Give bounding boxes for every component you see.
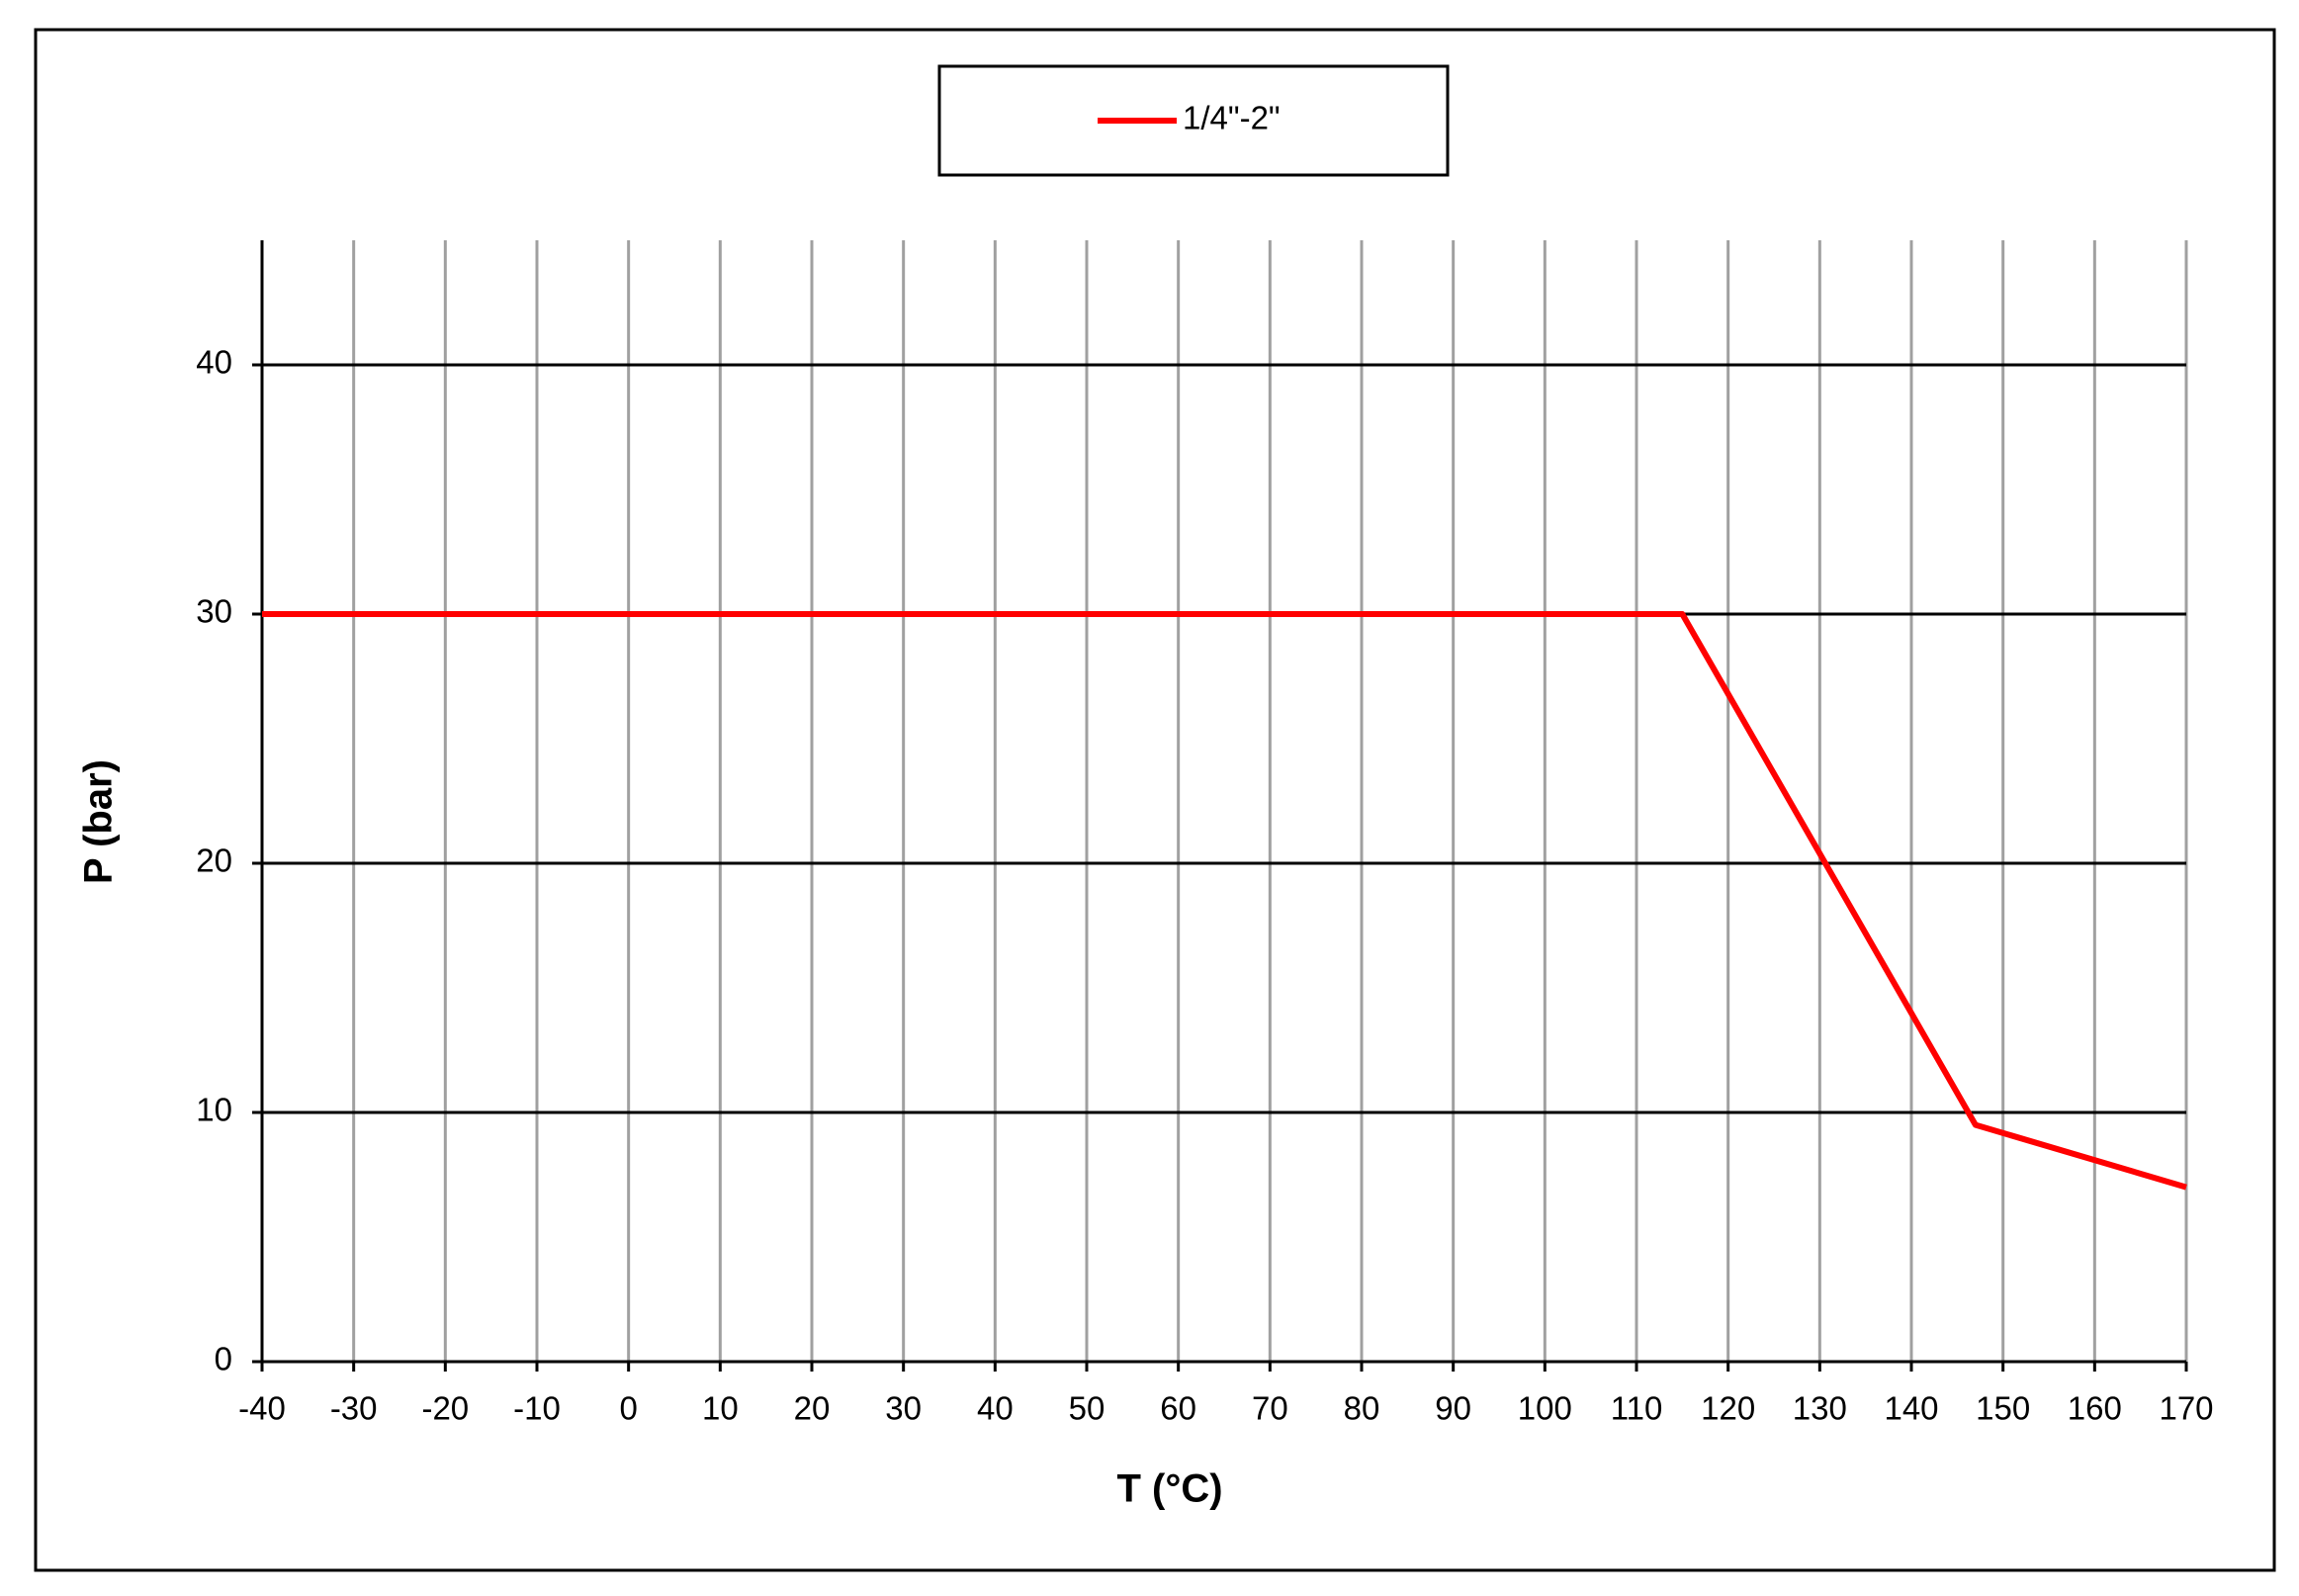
x-tick-label: 100: [1518, 1390, 1572, 1427]
data-line: [262, 611, 2187, 1191]
x-tick-label: -30: [330, 1390, 378, 1427]
y-tick-label: 20: [196, 842, 232, 879]
y-tick-label: 0: [215, 1341, 232, 1377]
x-tick-label: 80: [1344, 1390, 1380, 1427]
x-tick-label: 120: [1701, 1390, 1755, 1427]
legend-label: 1/4"-2": [1183, 100, 1281, 136]
x-tick-label: 0: [619, 1390, 637, 1427]
x-tick-label: 170: [2159, 1390, 2213, 1427]
chart-border: [34, 28, 2276, 1572]
y-tick-label: 40: [196, 344, 232, 381]
x-tick-label: 110: [1611, 1390, 1663, 1427]
x-axis-title: T (°C): [1116, 1467, 1222, 1511]
x-tick-label: 50: [1069, 1390, 1105, 1427]
x-tick-label: 90: [1435, 1390, 1471, 1427]
legend-box: [937, 64, 1450, 177]
x-tick-label: 70: [1252, 1390, 1288, 1427]
x-tick-label: 20: [794, 1390, 831, 1427]
x-tick-label: 140: [1884, 1390, 1938, 1427]
x-tick-label: 160: [2068, 1390, 2122, 1427]
x-tick-label: 40: [977, 1390, 1014, 1427]
y-tick-label: 30: [196, 593, 232, 630]
y-tick-label: 10: [196, 1092, 232, 1128]
x-tick-label: 150: [1976, 1390, 2030, 1427]
x-tick-label: 130: [1793, 1390, 1847, 1427]
x-tick-label: -10: [513, 1390, 561, 1427]
x-tick-label: -40: [238, 1390, 286, 1427]
x-tick-label: 60: [1160, 1390, 1196, 1427]
y-axis-title: P (bar): [77, 759, 121, 884]
x-tick-label: -20: [421, 1390, 469, 1427]
x-tick-label: 30: [885, 1390, 922, 1427]
x-tick-label: 10: [702, 1390, 739, 1427]
